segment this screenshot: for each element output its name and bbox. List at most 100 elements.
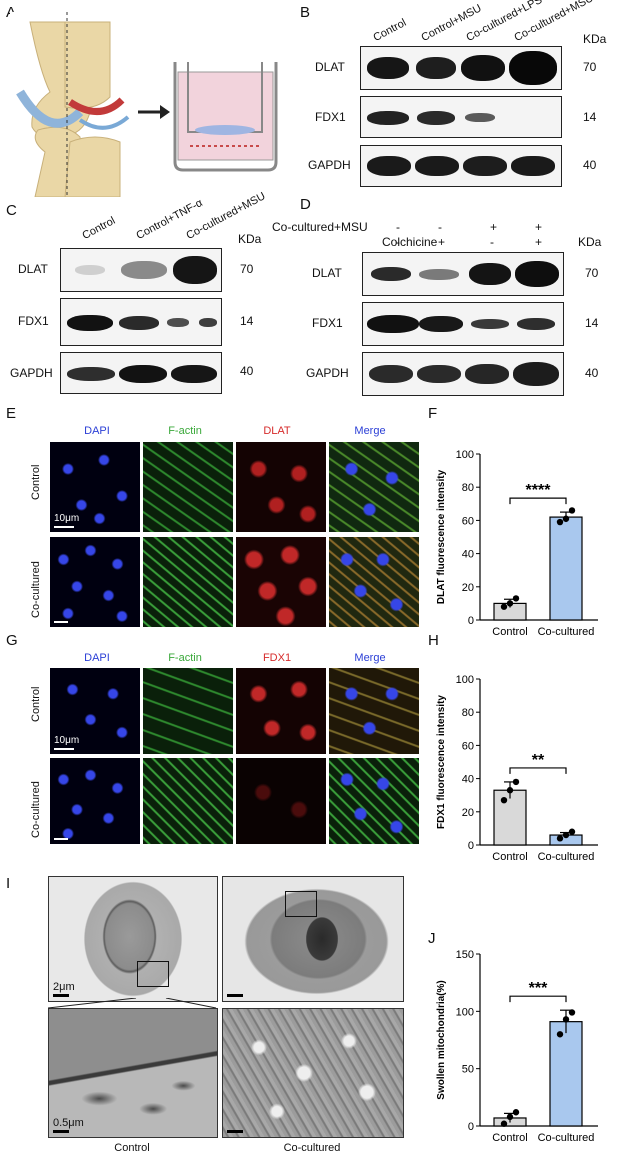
blot-b-dlat-label: DLAT — [315, 60, 345, 74]
chart-point — [562, 831, 570, 839]
blot-c-gapdh-kda: 40 — [240, 364, 254, 378]
if-g-scale-label: 10μm — [54, 735, 80, 746]
band — [511, 156, 555, 176]
blot-c-fdx1-label: FDX1 — [18, 314, 49, 328]
if-g-channel-dapi: DAPI — [84, 652, 110, 664]
scale-bar — [227, 1130, 243, 1133]
chart-j: Swollen mitochondria(%) 0 50 100 150 Control C… — [436, 949, 598, 1144]
blot-c-fdx1-kda: 14 — [240, 314, 254, 328]
chart-significance-label: ** — [532, 752, 545, 769]
blot-b-dlat-kda: 70 — [583, 60, 597, 74]
blot-b-gapdh-kda: 40 — [583, 158, 597, 172]
blot-d-fdx1-kda: 14 — [585, 316, 599, 330]
chart-tick-label: 0 — [468, 615, 474, 627]
blot-d-sign: - — [438, 220, 442, 234]
em-scale-top-label: 2μm — [53, 981, 75, 993]
chart-point — [512, 595, 520, 602]
chart-ylabel: FDX1 fluorescence intensity — [436, 695, 447, 829]
blot-c-fdx1-strip — [60, 298, 222, 346]
band — [119, 316, 159, 330]
band — [75, 265, 105, 275]
if-g-cocultured-dapi-image — [50, 758, 140, 844]
panel-label-f: F — [428, 405, 438, 422]
band — [67, 367, 115, 381]
zoom-box — [285, 891, 317, 917]
chart-point — [500, 1120, 508, 1127]
em-column-cocultured: Co-cultured — [283, 1142, 341, 1154]
chart-category-label: Control — [492, 626, 527, 638]
blot-b-gapdh-label: GAPDH — [308, 158, 351, 172]
blot-b-dlat-strip — [360, 46, 562, 90]
if-e-channel-factin: F-actin — [168, 425, 202, 437]
chart-bar — [493, 789, 527, 846]
blot-d-dlat-kda: 70 — [585, 266, 599, 280]
band — [463, 156, 507, 176]
blot-c-gapdh-strip — [60, 352, 222, 394]
chart-tick-label: 150 — [456, 949, 474, 961]
chart-category-label: Co-cultured — [538, 626, 595, 638]
band — [417, 365, 461, 383]
chart-category-label: Co-cultured — [538, 851, 595, 863]
band — [419, 316, 463, 332]
chart-significance-bracket — [509, 497, 567, 505]
chart-tick-label: 0 — [468, 840, 474, 852]
if-e-cocultured-factin-image — [143, 537, 233, 627]
blot-d-sign: - — [490, 235, 494, 249]
blot-d-condition-2-label: Colchicine — [382, 235, 438, 249]
chart-point — [512, 1109, 520, 1116]
band — [119, 365, 167, 383]
if-e-cocultured-merge-image — [329, 537, 419, 627]
band — [465, 113, 495, 122]
chart-point — [506, 787, 514, 794]
if-e-cocultured-dapi-image — [50, 537, 140, 627]
chart-point — [506, 600, 514, 607]
if-g-control-factin-image — [143, 668, 233, 754]
blot-d-gapdh-strip — [362, 352, 564, 396]
chart-tick-label: 40 — [462, 549, 474, 561]
chart-tick-label: 80 — [462, 482, 474, 494]
chart-significance-bracket — [509, 995, 567, 1003]
chart-significance-label: **** — [526, 482, 552, 499]
blot-b-fdx1-strip — [360, 96, 562, 138]
chart-bar — [549, 1021, 583, 1127]
band — [469, 263, 511, 285]
band — [171, 365, 217, 383]
blot-d-sign: - — [396, 235, 400, 249]
chart-point — [512, 778, 520, 786]
blot-c-dlat-label: DLAT — [18, 262, 48, 276]
chart-tick-label: 60 — [462, 740, 474, 752]
chart-point — [500, 603, 508, 610]
if-e-channel-dlat: DLAT — [263, 425, 291, 437]
blot-d-sign: + — [535, 220, 543, 234]
blot-d-condition-1-label: Co-cultured+MSU — [272, 220, 368, 234]
panel-label-d: D — [300, 196, 311, 213]
blot-d-sign: + — [535, 235, 543, 249]
chart-point — [500, 796, 508, 804]
band — [367, 315, 419, 333]
chart-point — [506, 1113, 514, 1121]
chart-category-label: Control — [492, 1132, 527, 1144]
chart-point — [568, 828, 576, 835]
band — [371, 267, 411, 281]
blot-b-kda-unit: KDa — [583, 32, 607, 46]
blot-b-fdx1-label: FDX1 — [315, 110, 346, 124]
if-g-cocultured-fdx1-image — [236, 758, 326, 844]
schematic-joint-transwell — [10, 12, 285, 197]
if-e-row-control: Control — [30, 464, 42, 500]
chart-point — [556, 1031, 564, 1038]
band — [367, 156, 411, 176]
if-e-control-factin-image — [143, 442, 233, 532]
blot-c-dlat-kda: 70 — [240, 262, 254, 276]
chart-tick-label: 60 — [462, 515, 474, 527]
band — [416, 57, 456, 79]
if-g-channel-merge: Merge — [354, 652, 386, 664]
chart-tick-label: 50 — [462, 1064, 474, 1076]
scale-bar — [53, 994, 69, 997]
if-g-control-fdx1-image — [236, 668, 326, 754]
scale-bar — [227, 994, 243, 997]
if-g-row-control: Control — [30, 686, 42, 722]
blot-b-lane-1: Control — [371, 16, 409, 44]
band — [369, 365, 413, 383]
chart-point — [568, 507, 576, 514]
blot-b-gapdh-strip — [360, 145, 562, 187]
